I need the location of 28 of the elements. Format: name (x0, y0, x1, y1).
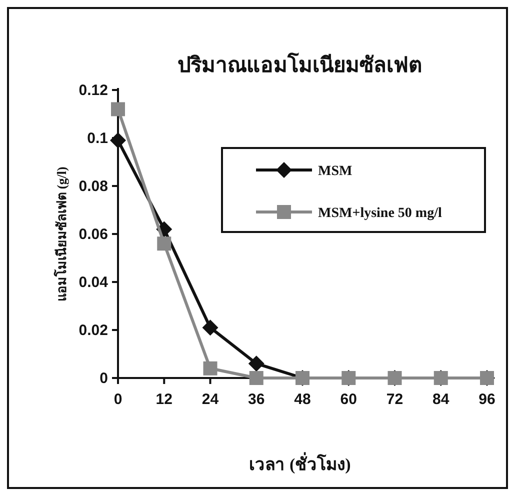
x-tick-label: 24 (202, 391, 220, 408)
y-tick-label: 0.06 (78, 226, 108, 243)
legend-label: MSM (318, 164, 352, 179)
point (110, 132, 126, 148)
legend-label: MSM+lysine 50 mg/l (318, 206, 442, 221)
y-axis-title: แอมโมเนียมซัลเฟต (g/l) (53, 166, 69, 302)
x-tick-label: 0 (114, 391, 122, 408)
point (203, 361, 218, 376)
x-tick-label: 48 (294, 391, 311, 408)
x-tick-label: 84 (432, 391, 450, 408)
y-tick-label: 0.12 (78, 82, 108, 99)
point (248, 356, 264, 372)
x-axis-title: เวลา (ชั่วโมง) (249, 452, 351, 474)
point (111, 102, 125, 116)
y-tick-label: 0 (100, 370, 108, 387)
y-tick-label: 0.08 (78, 178, 108, 195)
chart-title: ปริมาณแอมโมเนียมซัลเฟต (178, 52, 422, 77)
x-tick-label: 96 (478, 391, 496, 408)
point (157, 236, 172, 251)
y-tick-label: 0.02 (78, 322, 108, 339)
x-tick-label: 12 (156, 391, 172, 408)
x-tick-label: 72 (386, 391, 404, 408)
x-tick-label: 36 (248, 391, 265, 408)
point (249, 371, 264, 385)
point (202, 320, 218, 336)
x-tick-label: 60 (340, 391, 357, 408)
y-tick-label: 0.04 (78, 274, 109, 291)
y-tick-label: 0.1 (87, 130, 108, 147)
